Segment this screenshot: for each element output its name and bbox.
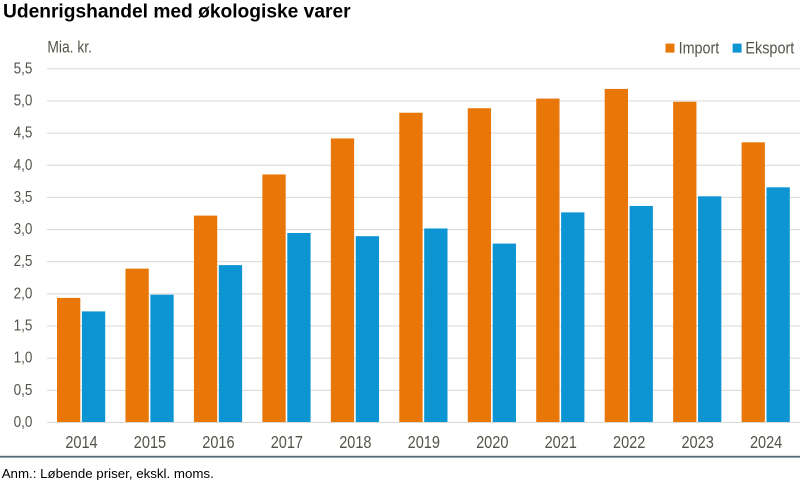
- svg-text:2016: 2016: [202, 432, 234, 452]
- svg-text:2022: 2022: [613, 432, 645, 452]
- svg-text:1,0: 1,0: [14, 350, 33, 367]
- svg-text:Import: Import: [679, 39, 720, 57]
- svg-text:Anm.: Løbende priser, ekskl. m: Anm.: Løbende priser, ekskl. moms.: [2, 466, 214, 480]
- svg-text:3,0: 3,0: [14, 221, 33, 238]
- svg-text:0,0: 0,0: [14, 414, 33, 431]
- svg-text:4,5: 4,5: [14, 125, 33, 142]
- svg-text:3,5: 3,5: [14, 189, 33, 206]
- svg-text:2019: 2019: [408, 432, 440, 452]
- svg-text:2021: 2021: [545, 432, 577, 452]
- svg-text:1,5: 1,5: [14, 318, 33, 335]
- svg-text:2014: 2014: [65, 432, 98, 452]
- svg-text:2015: 2015: [134, 432, 166, 452]
- svg-text:5,0: 5,0: [14, 92, 33, 109]
- svg-text:Udenrigshandel med økologiske: Udenrigshandel med økologiske varer: [3, 1, 351, 22]
- svg-text:Eksport: Eksport: [745, 39, 794, 57]
- svg-text:0,5: 0,5: [14, 382, 33, 399]
- svg-text:5,5: 5,5: [14, 60, 33, 77]
- svg-text:2020: 2020: [476, 432, 508, 452]
- svg-text:2,5: 2,5: [14, 253, 33, 270]
- svg-text:2017: 2017: [271, 432, 303, 452]
- svg-text:2018: 2018: [339, 432, 371, 452]
- svg-text:4,0: 4,0: [14, 157, 33, 174]
- svg-text:2023: 2023: [681, 432, 713, 452]
- svg-text:Mia. kr.: Mia. kr.: [47, 38, 92, 56]
- svg-text:2,0: 2,0: [14, 285, 33, 302]
- svg-text:2024: 2024: [750, 432, 783, 452]
